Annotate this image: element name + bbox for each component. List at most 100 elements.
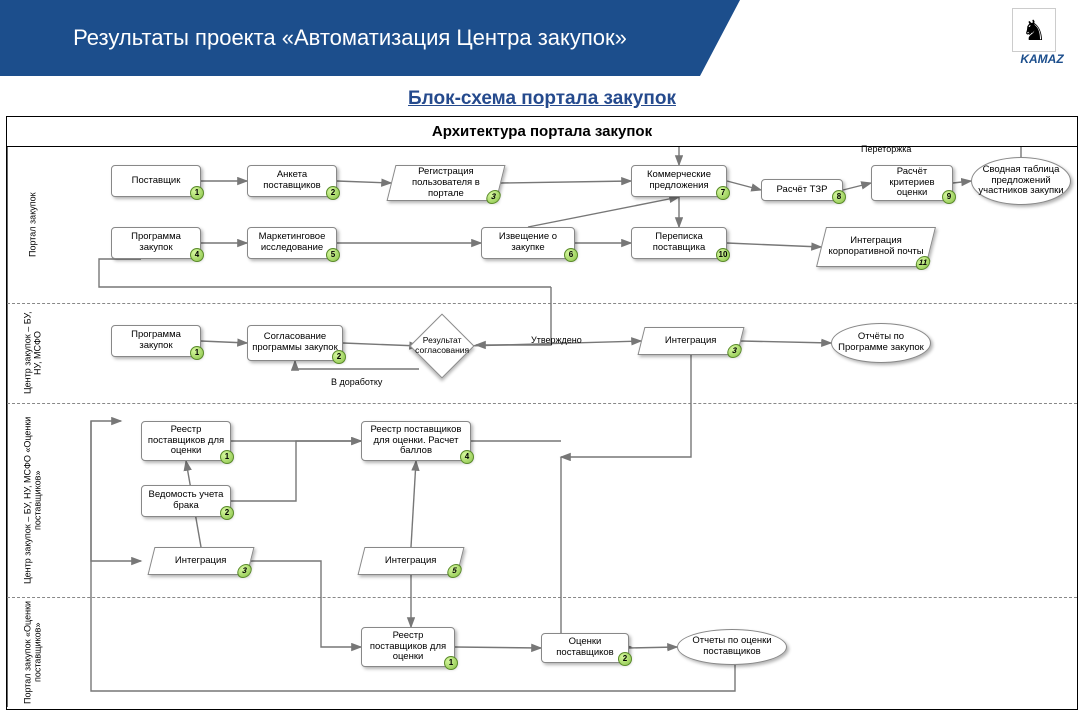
flow-edge: [528, 197, 679, 227]
node-label: Расчёт критериев оценки: [876, 167, 948, 200]
flow-edge: [679, 147, 1021, 165]
node-label: Извещение о закупке: [486, 232, 570, 254]
node-badge: 7: [716, 186, 730, 200]
flow-edge: [251, 561, 361, 647]
edge-label: Утверждено: [531, 335, 582, 345]
node-badge: 4: [190, 248, 204, 262]
flow-node: Поставщик 1: [111, 165, 201, 197]
flow-node: Сводная таблица предложений участников з…: [971, 157, 1071, 205]
flow-node: Маркетинговое исследование5: [247, 227, 337, 259]
lane-label: Центр закупок – БУ, НУ, МСФО: [7, 303, 57, 403]
flow-node: Извещение о закупке6: [481, 227, 575, 259]
node-label: Сводная таблица предложений участников з…: [976, 165, 1066, 198]
node-label: Реестр поставщиков для оценки. Расчет ба…: [366, 425, 466, 458]
node-label: Регистрация пользователя в портале: [396, 167, 496, 200]
node-label: Интеграция: [665, 336, 717, 347]
node-badge: 8: [832, 190, 846, 204]
node-label: Интеграция: [175, 556, 227, 567]
flow-edge: [201, 341, 247, 343]
node-badge: 3: [726, 344, 743, 358]
flow-canvas: Поставщик1Анкета поставщиков2Регистрация…: [61, 147, 1077, 707]
node-badge: 1: [444, 656, 458, 670]
flow-edge: [561, 355, 691, 457]
flow-node: Отчеты по оценки поставщиков: [677, 629, 787, 665]
node-label: Программа закупок: [116, 330, 196, 352]
flow-edge: [455, 647, 541, 648]
page-header: Результаты проекта «Автоматизация Центра…: [0, 0, 700, 76]
node-label: Интеграция: [385, 556, 437, 567]
diagram-container: Архитектура портала закупок Портал закуп…: [6, 116, 1078, 710]
flow-edge: [231, 441, 361, 501]
node-label: Отчёты по Программе закупок: [836, 332, 926, 354]
node-badge: 10: [716, 248, 730, 262]
flow-node: Переписка поставщика10: [631, 227, 727, 259]
flow-node: Реестр поставщиков для оценки1: [141, 421, 231, 461]
flow-edge: [843, 183, 871, 190]
page-subtitle: Блок-схема портала закупок: [0, 88, 1084, 110]
flow-node: Программа закупок4: [111, 227, 201, 259]
flow-edge: [343, 343, 419, 346]
flow-node: Оценки поставщиков2: [541, 633, 629, 663]
flow-node: Анкета поставщиков2: [247, 165, 337, 197]
lane-label: Центр закупок – БУ, НУ, МСФО «Оценки пос…: [7, 403, 57, 597]
flow-edge: [629, 647, 677, 648]
node-badge: 2: [220, 506, 234, 520]
node-label: Реестр поставщиков для оценки: [366, 631, 450, 664]
flow-node: Программа закупок1: [111, 325, 201, 357]
flow-node: Расчёт критериев оценки9: [871, 165, 953, 201]
flow-edge: [295, 361, 419, 369]
node-label: Результат согласования: [415, 336, 469, 356]
node-badge: 3: [236, 564, 253, 578]
flow-edge: [561, 457, 631, 647]
flow-node: Отчёты по Программе закупок: [831, 323, 931, 363]
node-badge: 2: [618, 652, 632, 666]
page-title: Результаты проекта «Автоматизация Центра…: [73, 24, 627, 53]
edge-label: В доработку: [331, 377, 382, 387]
swimlanes: Портал закупокЦентр закупок – БУ, НУ, МС…: [7, 147, 1077, 707]
logo-block: ♞ KAMAZ: [1012, 8, 1072, 66]
logo-text: KAMAZ: [1012, 52, 1072, 66]
kamaz-horse-icon: ♞: [1012, 8, 1056, 52]
node-label: Маркетинговое исследование: [252, 232, 332, 254]
flow-node: Реестр поставщиков для оценки. Расчет ба…: [361, 421, 471, 461]
node-label: Коммерческие предложения: [636, 170, 722, 192]
flow-edge: [953, 181, 971, 183]
node-badge: 2: [332, 350, 346, 364]
flow-edge: [99, 259, 551, 287]
flow-edge: [411, 461, 416, 547]
node-badge: 4: [460, 450, 474, 464]
lane-label: Портал закупок: [7, 147, 57, 303]
flow-node: Результат согласования: [409, 313, 474, 378]
flow-node: Регистрация пользователя в портале3: [387, 165, 506, 201]
node-badge: 5: [326, 248, 340, 262]
node-badge: 5: [446, 564, 463, 578]
flow-node: Интеграция корпоративной почты11: [816, 227, 936, 267]
node-badge: 6: [564, 248, 578, 262]
node-label: Поставщик: [132, 176, 181, 187]
node-label: Ведомость учета брака: [146, 490, 226, 512]
node-badge: 11: [914, 256, 931, 270]
node-label: Согласование программы закупок: [252, 332, 338, 354]
flow-edge: [741, 341, 831, 343]
flow-edge: [727, 181, 761, 190]
flow-node: Расчёт ТЗР8: [761, 179, 843, 201]
node-badge: 1: [220, 450, 234, 464]
lane-label: Портал закупок «Оценки поставщиков»: [7, 597, 57, 707]
flow-edge: [337, 181, 391, 183]
node-label: Оценки поставщиков: [546, 637, 624, 659]
flow-node: Интеграция 3: [638, 327, 745, 355]
node-label: Интеграция корпоративной почты: [826, 236, 926, 258]
flow-node: Интеграция 3: [148, 547, 255, 575]
node-label: Программа закупок: [116, 232, 196, 254]
flow-node: Коммерческие предложения7: [631, 165, 727, 197]
diagram-title: Архитектура портала закупок: [7, 117, 1077, 147]
node-badge: 2: [326, 186, 340, 200]
node-label: Анкета поставщиков: [252, 170, 332, 192]
node-badge: 1: [190, 186, 204, 200]
flow-node: Интеграция 5: [358, 547, 465, 575]
node-badge: 9: [942, 190, 956, 204]
node-label: Переписка поставщика: [636, 232, 722, 254]
flow-edge: [501, 181, 631, 183]
node-label: Отчеты по оценки поставщиков: [682, 636, 782, 658]
flow-node: Согласование программы закупок2: [247, 325, 343, 361]
